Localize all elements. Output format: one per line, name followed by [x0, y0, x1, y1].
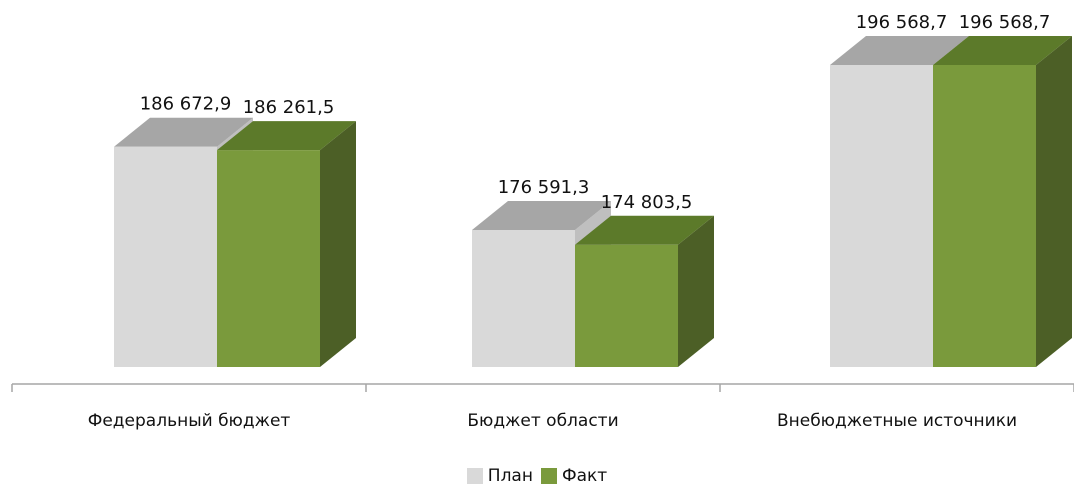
bar-side-face: [1036, 36, 1072, 367]
legend-item-fact: Факт: [540, 466, 608, 486]
category-labels: Федеральный бюджет Бюджет области Внебюдже…: [88, 411, 1017, 431]
bar-front-face: [830, 65, 933, 367]
bar-fact-1: 174 803,5: [575, 192, 714, 367]
bar-fact-0: 186 261,5: [217, 97, 356, 367]
bar-side-face: [678, 215, 714, 367]
bar-top-face: [217, 121, 356, 151]
bars-layer: 186 672,9 186 261,5 176 591,3 174 803,5 196 …: [114, 12, 1072, 368]
bar-front-face: [217, 150, 320, 367]
legend: План Факт: [0, 466, 1074, 486]
bar-top-face: [933, 36, 1072, 65]
category-label-0: Федеральный бюджет: [88, 411, 291, 431]
bar-front-face: [472, 230, 575, 367]
bar-top-face: [830, 36, 969, 65]
data-label-plan-1: 176 591,3: [498, 177, 590, 198]
category-label-2: Внебюджетные источники: [777, 411, 1017, 431]
data-label-plan-0: 186 672,9: [140, 94, 232, 115]
bar-side-face: [320, 121, 356, 367]
legend-swatch-plan: [466, 468, 483, 484]
legend-item-plan: План: [466, 466, 533, 486]
legend-label-fact: Факт: [561, 466, 608, 486]
bar-fact-2: 196 568,7: [933, 12, 1072, 367]
data-label-plan-2: 196 568,7: [856, 12, 948, 33]
bar-front-face: [933, 65, 1036, 367]
bar-top-face: [114, 117, 253, 147]
legend-label-plan: План: [487, 466, 533, 486]
bar-front-face: [114, 146, 217, 367]
bar-top-face: [472, 201, 611, 230]
legend-swatch-fact: [540, 468, 557, 484]
data-label-fact-2: 196 568,7: [959, 12, 1051, 33]
category-label-1: Бюджет области: [467, 411, 618, 431]
data-label-fact-0: 186 261,5: [243, 97, 335, 118]
x-axis-ticks: [11, 384, 1074, 392]
data-label-fact-1: 174 803,5: [601, 192, 693, 213]
bar-top-face: [575, 215, 714, 245]
bar-front-face: [575, 244, 678, 367]
